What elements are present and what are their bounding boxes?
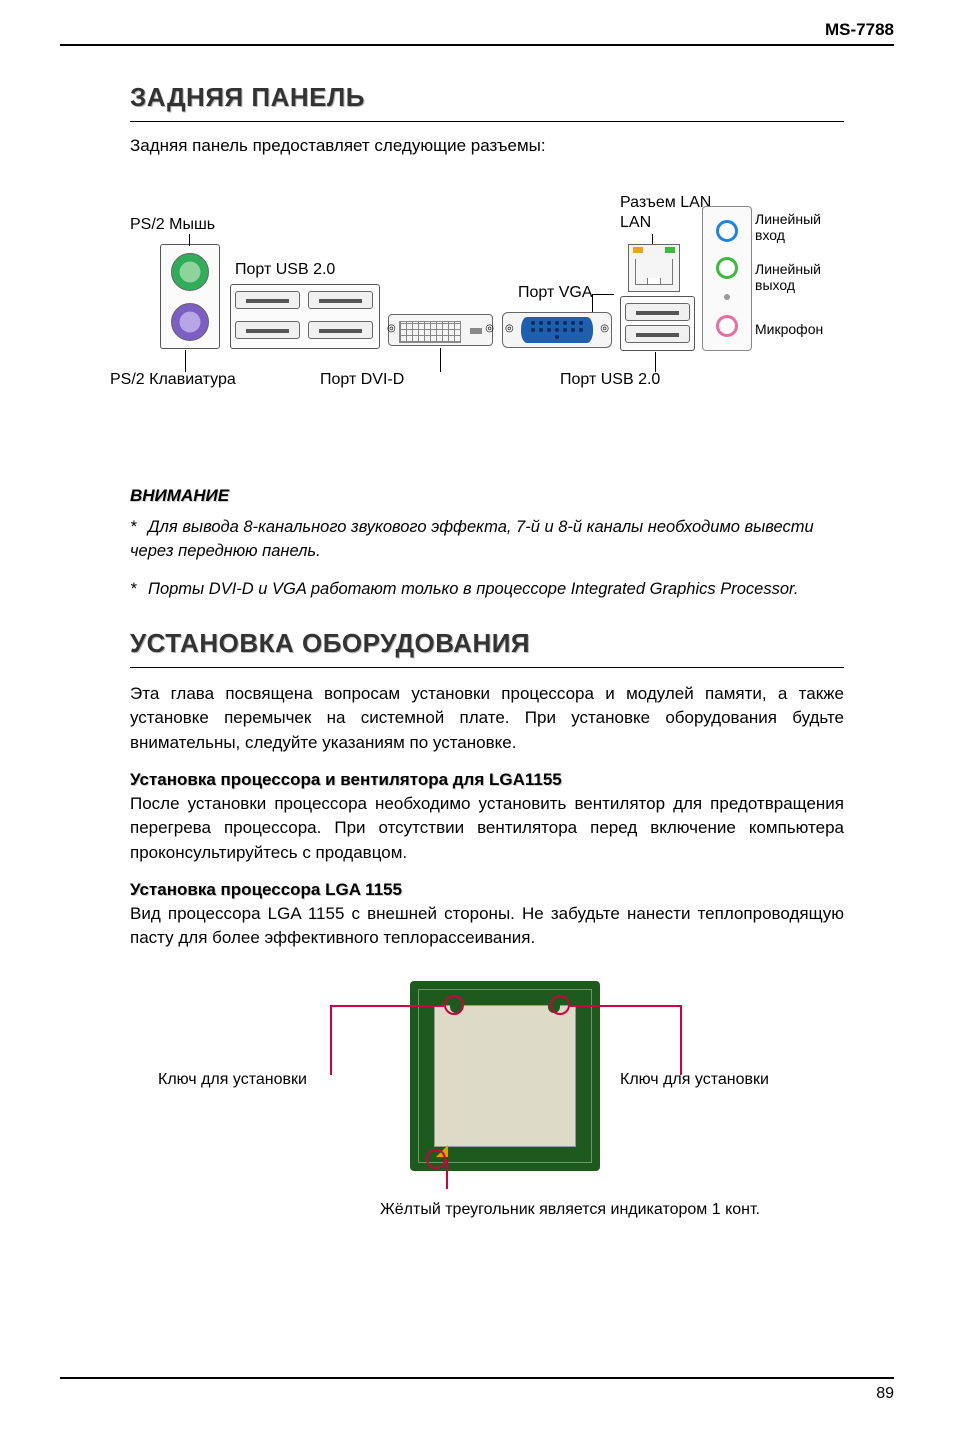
usb-block-right: [620, 296, 695, 351]
install-sub2-body: Вид процессора LGA 1155 с внешней сторон…: [130, 902, 844, 951]
attention-title: ВНИМАНИЕ: [130, 486, 844, 506]
usb-port-icon: [235, 291, 300, 309]
usb-port-icon: [235, 321, 300, 339]
cpu-die-icon: [434, 1005, 576, 1147]
dvi-port-icon: ◎ ◎: [388, 314, 493, 346]
triangle-caption: Жёлтый треугольник является индикатором …: [310, 1201, 830, 1219]
usb-port-icon: [308, 291, 373, 309]
install-sub1-title: Установка процессора и вентилятора для L…: [130, 770, 844, 790]
page-footer: 89: [60, 1377, 894, 1403]
label-vga: Порт VGA: [518, 284, 593, 302]
audio-screw-icon: [724, 294, 730, 300]
header-rule: [60, 44, 894, 46]
label-ps2-mouse: PS/2 Мышь: [130, 216, 215, 234]
line-in-jack-icon: [716, 220, 738, 242]
lan-port-icon: [628, 244, 680, 292]
install-intro: Эта глава посвящена вопросам установки п…: [130, 682, 844, 756]
install-sub1-body: После установки процессора необходимо ус…: [130, 792, 844, 866]
label-dvid: Порт DVI-D: [320, 371, 404, 389]
install-sub2-title: Установка процессора LGA 1155: [130, 880, 844, 900]
attention-note-2: *Порты DVI-D и VGA работают только в про…: [130, 578, 844, 602]
rear-panel-title: ЗАДНЯЯ ПАНЕЛЬ: [130, 82, 844, 122]
key-label-left: Ключ для установки: [158, 1071, 307, 1089]
usb-port-icon: [625, 325, 690, 343]
usb-port-icon: [308, 321, 373, 339]
ps2-keyboard-port-icon: [171, 303, 209, 341]
label-usb20-b: Порт USB 2.0: [560, 371, 660, 389]
label-mic: Микрофон: [755, 321, 823, 337]
vga-port-icon: ◎ ◎: [502, 312, 612, 348]
usb-port-icon: [625, 303, 690, 321]
ps2-block: [160, 244, 220, 349]
usb-block-left: [230, 284, 380, 349]
attention-note-1: *Для вывода 8-канального звукового эффек…: [130, 516, 844, 564]
highlight-circle-right-icon: [550, 995, 570, 1015]
rear-panel-intro: Задняя панель предоставляет следующие ра…: [130, 136, 844, 156]
cpu-socket-icon: [410, 981, 600, 1171]
label-line-in: Линейный вход: [755, 211, 844, 243]
audio-block: [702, 206, 752, 351]
highlight-circle-tri-icon: [426, 1149, 446, 1169]
cpu-diagram: Ключ для установки Ключ для установки Жё…: [130, 971, 844, 1241]
page-number: 89: [876, 1385, 894, 1402]
mic-jack-icon: [716, 315, 738, 337]
label-line-out: Линейный выход: [755, 261, 844, 293]
label-lan-2: LAN: [620, 214, 651, 232]
model-number: MS-7788: [60, 20, 894, 44]
line-out-jack-icon: [716, 257, 738, 279]
key-label-right: Ключ для установки: [620, 1071, 769, 1089]
label-ps2-kb: PS/2 Клавиатура: [110, 371, 236, 389]
label-lan-1: Разъем LAN: [620, 194, 711, 212]
ps2-mouse-port-icon: [171, 253, 209, 291]
rear-panel-diagram: PS/2 Мышь Порт USB 2.0 Порт VGA Разъем L…: [130, 186, 844, 446]
install-title: УСТАНОВКА ОБОРУДОВАНИЯ: [130, 628, 844, 668]
label-usb20: Порт USB 2.0: [235, 261, 335, 279]
highlight-circle-left-icon: [444, 995, 464, 1015]
